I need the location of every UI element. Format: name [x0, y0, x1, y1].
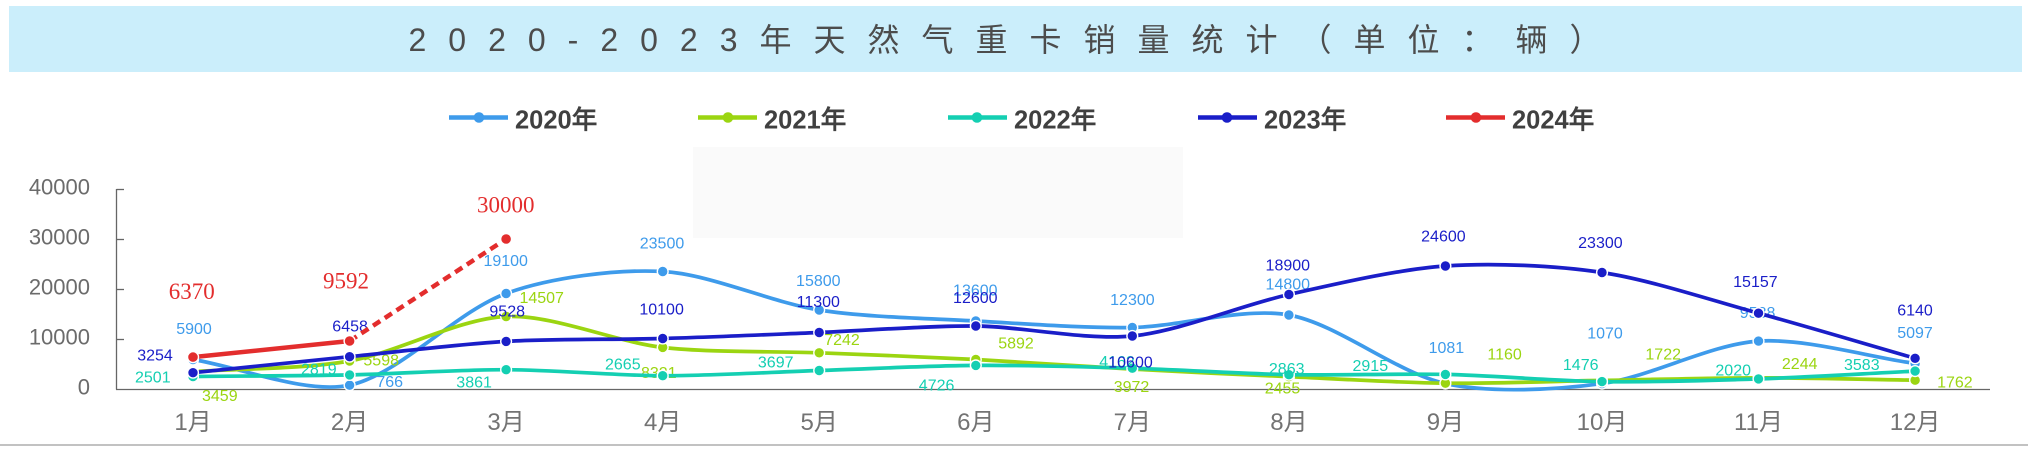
svg-text:3861: 3861 [456, 375, 492, 392]
svg-text:9592: 9592 [323, 269, 369, 294]
svg-text:40000: 40000 [29, 175, 90, 200]
svg-text:7月: 7月 [1114, 409, 1151, 436]
svg-text:6370: 6370 [169, 279, 215, 304]
svg-text:1081: 1081 [1429, 340, 1465, 357]
svg-text:10月: 10月 [1577, 409, 1628, 436]
svg-text:2819: 2819 [301, 362, 337, 379]
svg-text:2020年: 2020年 [515, 106, 597, 135]
svg-text:2455: 2455 [1265, 380, 1301, 397]
svg-text:0: 0 [78, 375, 90, 400]
svg-text:5月: 5月 [801, 409, 838, 436]
svg-text:2915: 2915 [1353, 358, 1389, 375]
svg-text:3697: 3697 [758, 355, 794, 372]
svg-text:19100: 19100 [483, 253, 528, 270]
svg-text:3459: 3459 [202, 388, 238, 405]
svg-text:6140: 6140 [1897, 303, 1933, 320]
svg-text:23500: 23500 [640, 235, 685, 252]
svg-text:14800: 14800 [1266, 277, 1311, 294]
svg-text:9528: 9528 [489, 304, 525, 321]
svg-text:7242: 7242 [824, 332, 860, 349]
svg-text:13600: 13600 [953, 283, 998, 300]
svg-text:1160: 1160 [1487, 347, 1522, 364]
svg-text:2020: 2020 [1715, 363, 1751, 380]
svg-text:24600: 24600 [1421, 228, 1466, 245]
svg-text:4月: 4月 [644, 409, 681, 436]
svg-text:3月: 3月 [487, 409, 524, 436]
svg-text:10000: 10000 [29, 325, 90, 350]
svg-text:2244: 2244 [1782, 356, 1818, 373]
svg-text:12600: 12600 [953, 290, 998, 307]
svg-text:10100: 10100 [639, 302, 684, 319]
svg-text:23300: 23300 [1578, 235, 1623, 252]
svg-text:15800: 15800 [796, 273, 841, 290]
svg-text:30000: 30000 [477, 193, 535, 218]
svg-text:4162: 4162 [1099, 354, 1135, 371]
svg-text:3254: 3254 [137, 348, 173, 365]
svg-text:12月: 12月 [1890, 409, 1941, 436]
svg-text:9月: 9月 [1427, 409, 1464, 436]
svg-text:1762: 1762 [1937, 375, 1973, 392]
svg-text:30000: 30000 [29, 225, 90, 250]
svg-text:1070: 1070 [1587, 325, 1623, 342]
svg-text:3583: 3583 [1844, 357, 1880, 374]
svg-text:2024年: 2024年 [1512, 106, 1594, 135]
svg-text:14507: 14507 [519, 290, 564, 307]
svg-text:2501: 2501 [135, 369, 171, 386]
svg-text:2023年: 2023年 [1264, 106, 1346, 135]
svg-text:15157: 15157 [1733, 274, 1778, 291]
svg-text:1月: 1月 [174, 409, 211, 436]
svg-text:5097: 5097 [1897, 325, 1933, 342]
svg-text:2021年: 2021年 [764, 106, 846, 135]
svg-text:2863: 2863 [1269, 361, 1305, 378]
svg-text:1476: 1476 [1563, 357, 1599, 374]
svg-text:2月: 2月 [331, 409, 368, 436]
svg-text:1722: 1722 [1645, 347, 1681, 364]
svg-text:2020-2023年天然气重卡销量统计（单位：辆）: 2020-2023年天然气重卡销量统计（单位：辆） [408, 22, 1623, 58]
svg-text:5598: 5598 [363, 352, 399, 369]
svg-text:6月: 6月 [957, 409, 994, 436]
svg-text:6458: 6458 [332, 318, 368, 335]
svg-text:8月: 8月 [1270, 409, 1307, 436]
svg-text:11300: 11300 [797, 294, 840, 311]
svg-text:11月: 11月 [1734, 409, 1783, 436]
svg-text:2022年: 2022年 [1014, 106, 1096, 135]
svg-text:4726: 4726 [919, 377, 955, 394]
svg-text:766: 766 [376, 374, 403, 391]
svg-text:3972: 3972 [1114, 379, 1150, 396]
svg-text:5892: 5892 [998, 336, 1034, 353]
svg-text:10600: 10600 [1108, 355, 1153, 372]
svg-text:20000: 20000 [29, 275, 90, 300]
svg-text:18900: 18900 [1266, 258, 1311, 275]
svg-text:2665: 2665 [605, 357, 641, 374]
svg-text:12300: 12300 [1110, 292, 1155, 309]
svg-text:5900: 5900 [176, 321, 212, 338]
